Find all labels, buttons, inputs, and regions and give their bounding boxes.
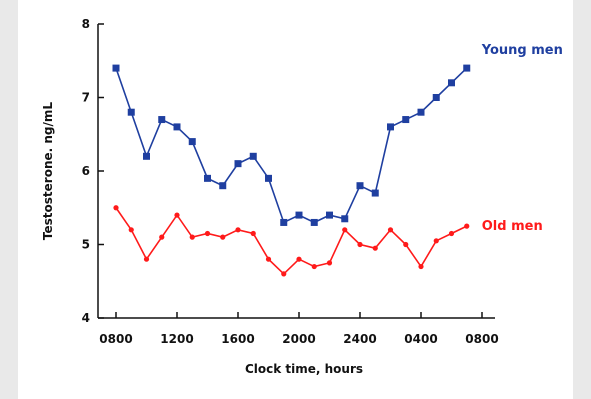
young-men-data-point — [188, 138, 196, 146]
young-men-data-point — [402, 116, 410, 124]
young-men-data-point — [417, 108, 425, 116]
y-tick-label: 8 — [82, 17, 90, 31]
old-men-series-label: Old men — [482, 219, 543, 234]
old-men-data-point — [235, 227, 241, 233]
x-tick-label: 0800 — [465, 332, 498, 346]
y-tick-label: 6 — [82, 164, 90, 178]
young-men-data-point — [234, 160, 242, 168]
x-tick-label: 0400 — [404, 332, 437, 346]
x-tick-label: 1200 — [160, 332, 193, 346]
series-layer: Young men Old men — [112, 43, 563, 277]
young-men-data-point — [463, 64, 471, 72]
young-men-data-point — [219, 182, 227, 190]
old-men-data-point — [159, 234, 165, 240]
young-men-data-point — [204, 174, 211, 182]
old-men-data-point — [128, 227, 134, 233]
young-men-data-point — [432, 94, 440, 101]
old-men-data-point — [387, 227, 394, 233]
young-men-data-point — [356, 182, 364, 190]
chart-panel: 4 5 6 7 8 0800 1200 1600 2000 2400 0400 0800 Young… — [18, 0, 573, 399]
old-men-data-point — [265, 256, 272, 262]
old-men-data-point — [250, 230, 256, 237]
old-men-data-point — [113, 205, 119, 211]
testosterone-line-chart: 4 5 6 7 8 0800 1200 1600 2000 2400 0400 0800 Young… — [41, 17, 563, 376]
old-men-data-point — [326, 260, 333, 266]
young-men-data-point — [249, 152, 257, 160]
young-men-data-point — [127, 108, 135, 116]
x-tick-label: 2400 — [343, 332, 376, 346]
y-axis-title: Testosterone. ng/mL — [41, 102, 55, 240]
old-men-data-point — [311, 263, 317, 270]
young-men-data-point — [448, 79, 455, 87]
old-men-data-point — [464, 223, 470, 229]
old-men-series-line — [115, 207, 468, 276]
young-men-data-point — [341, 215, 349, 223]
y-tick-label: 5 — [82, 238, 90, 252]
old-men-data-point — [220, 234, 226, 240]
y-tick-label: 7 — [82, 91, 90, 105]
old-men-data-point — [357, 241, 363, 248]
x-ticks: 0800 1200 1600 2000 2400 0400 0800 — [99, 312, 499, 346]
old-men-data-point — [418, 263, 424, 270]
old-men-data-point — [143, 256, 150, 262]
old-men-data-point — [174, 212, 180, 218]
old-men-data-point — [204, 230, 211, 237]
y-ticks: 4 5 6 7 8 — [82, 17, 104, 325]
y-tick-label: 4 — [82, 311, 90, 325]
x-tick-label: 2000 — [282, 332, 315, 346]
axes — [97, 24, 495, 319]
old-men-data-point — [448, 230, 455, 237]
old-men-data-point — [372, 245, 378, 251]
young-men-data-point — [310, 218, 318, 226]
old-men-data-point — [296, 256, 302, 262]
young-men-data-point — [326, 211, 333, 219]
x-axis-title: Clock time, hours — [245, 362, 363, 376]
young-men-data-point — [371, 189, 379, 197]
young-men-data-point — [173, 123, 181, 131]
old-men-data-point — [189, 234, 195, 240]
young-men-data-point — [265, 174, 272, 182]
young-men-data-point — [112, 64, 120, 72]
young-men-data-point — [158, 116, 166, 124]
young-men-data-point — [295, 211, 303, 219]
young-men-series-label: Young men — [481, 43, 563, 58]
young-men-series-line — [115, 67, 468, 224]
old-men-data-point — [342, 227, 348, 233]
x-tick-label: 0800 — [99, 332, 132, 346]
old-men-data-point — [281, 271, 287, 277]
x-tick-label: 1600 — [221, 332, 254, 346]
old-men-data-point — [433, 238, 439, 244]
young-men-data-point — [280, 218, 288, 226]
old-men-data-point — [403, 241, 409, 248]
young-men-data-point — [143, 152, 150, 160]
young-men-data-point — [387, 123, 394, 131]
